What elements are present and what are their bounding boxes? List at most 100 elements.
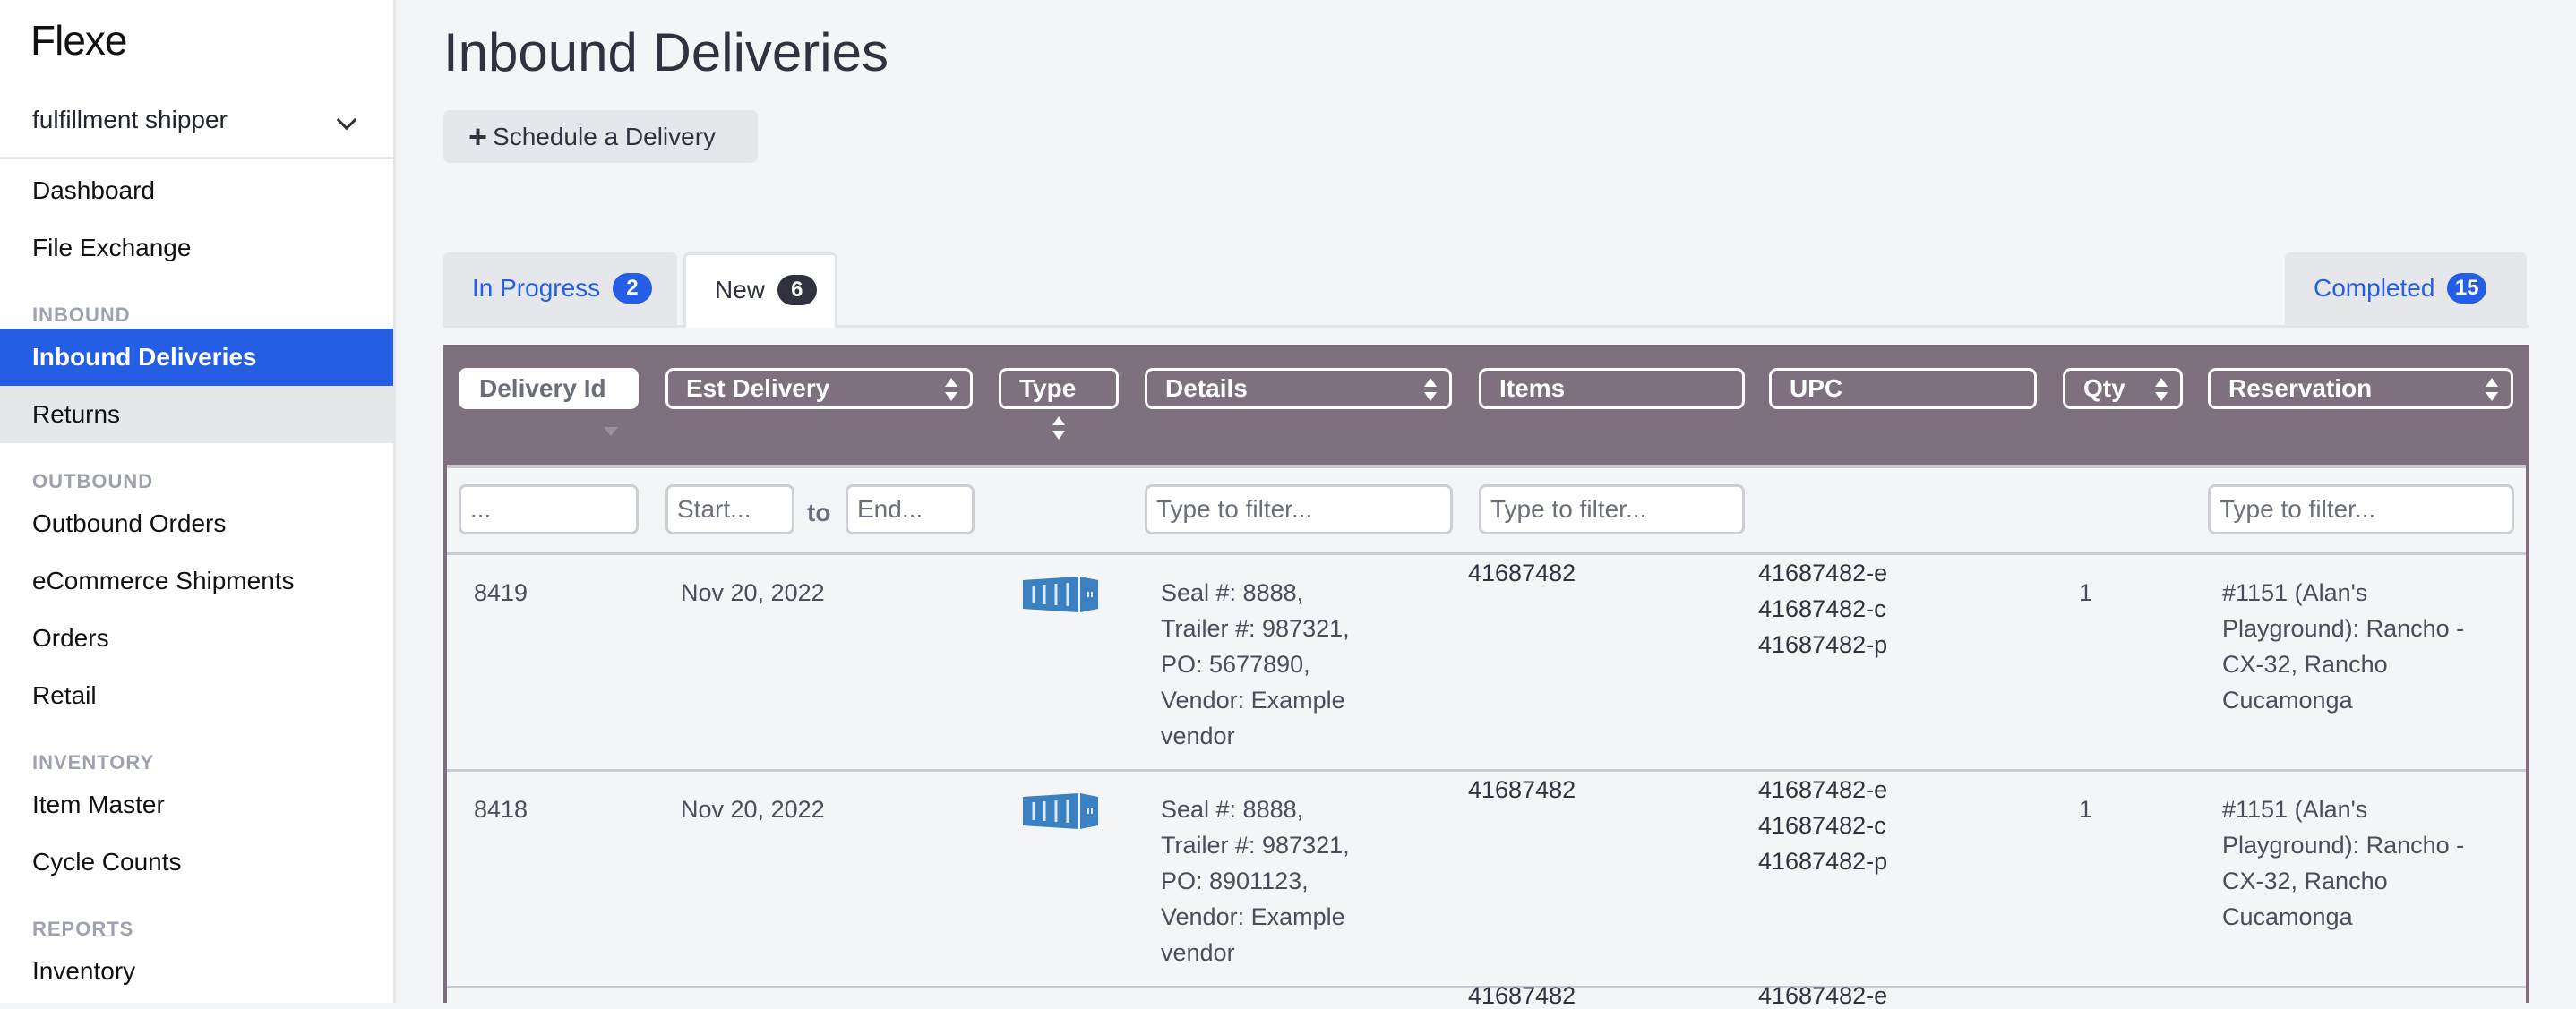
column-label: UPC [1790, 374, 1843, 402]
details-cell-line: PO: 5677890, [1161, 651, 1310, 678]
tab-completed[interactable]: Completed 15 [2285, 252, 2527, 327]
tab-label: New [715, 276, 766, 304]
column-header-qty[interactable]: Qty [2063, 368, 2183, 409]
est-delivery-cell: Nov 20, 2022 [681, 579, 825, 606]
column-header-upc[interactable]: UPC [1769, 368, 2037, 409]
sort-icon[interactable] [2155, 378, 2168, 401]
sort-icon[interactable] [945, 378, 957, 401]
tab-label: Completed [2314, 274, 2435, 302]
sort-icon[interactable] [1424, 378, 1437, 401]
sort-icon[interactable] [1052, 416, 1065, 440]
qty-cell: 1 [2079, 796, 2093, 823]
table-row[interactable]: 8419 Nov 20, 2022 Seal #: 8888, Trailer #: … [447, 555, 2526, 772]
sort-desc-icon[interactable] [604, 427, 618, 436]
reservation-cell-line: #1151 (Alan's [2222, 579, 2368, 606]
details-cell-line: Vendor: Example [1161, 903, 1345, 930]
sidebar-item-retail[interactable]: Retail [32, 681, 97, 709]
delivery-id-filter[interactable] [459, 484, 639, 534]
chevron-down-icon [336, 109, 357, 131]
table-header: Delivery Id Est Delivery Type Details Items U… [443, 345, 2529, 465]
details-cell-line: PO: 8901123, [1161, 868, 1309, 894]
qty-cell: 1 [2079, 579, 2093, 606]
table-row[interactable]: 8418 Nov 20, 2022 Seal #: 8888, Trailer #: … [447, 772, 2526, 988]
date-range-to: to [807, 499, 831, 526]
delivery-id-cell: 8419 [474, 579, 528, 606]
delivery-id-cell: 8418 [474, 796, 528, 823]
reservation-cell-line: Playground): Rancho - [2222, 615, 2465, 642]
column-header-items[interactable]: Items [1479, 368, 1745, 409]
column-label: Est Delivery [686, 374, 830, 402]
details-cell-line: vendor [1161, 939, 1235, 966]
sidebar-item-dashboard[interactable]: Dashboard [32, 176, 155, 204]
reservation-cell-line: Playground): Rancho - [2222, 832, 2465, 859]
reservation-cell-line: Cucamonga [2222, 903, 2353, 930]
start-date-filter[interactable] [665, 484, 794, 534]
tab-divider [443, 325, 2529, 328]
count-badge: 2 [612, 273, 652, 304]
end-date-filter[interactable] [846, 484, 975, 534]
sidebar-item-cycle-counts[interactable]: Cycle Counts [32, 848, 182, 876]
upc-cell-line: 41687482-e [1758, 776, 1888, 803]
column-header-delivery-id[interactable]: Delivery Id [459, 368, 639, 409]
column-header-type[interactable]: Type [999, 368, 1119, 409]
sidebar-section-header: INBOUND [32, 304, 131, 326]
tab-in-progress[interactable]: In Progress 2 [443, 252, 677, 327]
sidebar-item-ecommerce-shipments[interactable]: eCommerce Shipments [32, 567, 295, 594]
upc-cell-line: 41687482-c [1758, 595, 1886, 622]
table-row[interactable]: 41687482 41687482-e [447, 982, 2526, 1009]
reservation-cell-line: Cucamonga [2222, 687, 2353, 714]
flexe-logo[interactable]: Flexe [30, 17, 127, 64]
main-content: Inbound Deliveries + Schedule a Delivery … [396, 0, 2576, 1009]
sort-icon[interactable] [2486, 378, 2498, 401]
tab-label: In Progress [472, 274, 601, 302]
upc-cell: 41687482-e 41687482-c 41687482-p [1758, 772, 1887, 879]
est-delivery-cell: Nov 20, 2022 [681, 796, 825, 823]
column-header-reservation[interactable]: Reservation [2208, 368, 2513, 409]
account-name: fulfillment shipper [32, 106, 228, 133]
items-filter[interactable] [1479, 484, 1745, 534]
sidebar-item-returns[interactable]: Returns [0, 386, 393, 443]
column-label: Reservation [2228, 374, 2373, 402]
column-header-details[interactable]: Details [1145, 368, 1452, 409]
sidebar-nav: Dashboard File Exchange INBOUND Inbound Del… [0, 162, 393, 1000]
sidebar: Flexe fulfillment shipper Dashboard File … [0, 0, 396, 1003]
sidebar-item-outbound-orders[interactable]: Outbound Orders [32, 509, 227, 537]
details-cell-line: Trailer #: 987321, [1161, 832, 1350, 859]
column-header-est-delivery[interactable]: Est Delivery [665, 368, 973, 409]
count-badge: 15 [2447, 273, 2487, 304]
column-label: Delivery Id [479, 374, 606, 402]
schedule-delivery-button[interactable]: + Schedule a Delivery [443, 110, 758, 163]
sidebar-item-inbound-deliveries[interactable]: Inbound Deliveries [0, 329, 393, 386]
sidebar-section-header: INVENTORY [32, 751, 155, 774]
sidebar-section-header: REPORTS [32, 918, 134, 940]
column-label: Qty [2083, 374, 2125, 402]
details-cell-line: Trailer #: 987321, [1161, 615, 1350, 642]
upc-cell: 41687482-e 41687482-c 41687482-p [1758, 555, 1887, 663]
sidebar-item-inventory[interactable]: Inventory [32, 957, 136, 985]
tab-new[interactable]: New 6 [683, 252, 837, 328]
details-cell-line: Seal #: 8888, [1161, 579, 1304, 606]
upc-cell-line: 41687482-e [1758, 982, 1888, 1009]
details-cell-line: vendor [1161, 723, 1235, 749]
sidebar-section-header: OUTBOUND [32, 470, 154, 492]
column-label: Items [1499, 374, 1566, 402]
details-filter[interactable] [1145, 484, 1453, 534]
reservation-cell-line: CX-32, Rancho [2222, 651, 2388, 678]
reservation-cell-line: #1151 (Alan's [2222, 796, 2368, 823]
reservation-filter[interactable] [2208, 484, 2514, 534]
plus-icon: + [468, 117, 488, 155]
details-cell: Seal #: 8888, Trailer #: 987321, PO: 89011… [1161, 791, 1350, 971]
upc-cell-line: 41687482-c [1758, 812, 1886, 839]
details-cell: Seal #: 8888, Trailer #: 987321, PO: 56778… [1161, 575, 1350, 754]
reservation-cell: #1151 (Alan's Playground): Rancho - CX-32,… [2222, 575, 2464, 718]
items-cell-line: 41687482 [1468, 776, 1576, 803]
items-cell: 41687482 [1468, 772, 1576, 808]
upc-cell-line: 41687482-p [1758, 848, 1888, 875]
upc-cell: 41687482-e [1758, 982, 1888, 1009]
sidebar-item-item-master[interactable]: Item Master [32, 791, 165, 818]
account-switcher[interactable]: fulfillment shipper [0, 93, 393, 159]
reservation-cell: #1151 (Alan's Playground): Rancho - CX-32,… [2222, 791, 2464, 935]
items-cell: 41687482 [1468, 555, 1576, 591]
sidebar-item-orders[interactable]: Orders [32, 624, 109, 652]
sidebar-item-file-exchange[interactable]: File Exchange [32, 234, 192, 261]
